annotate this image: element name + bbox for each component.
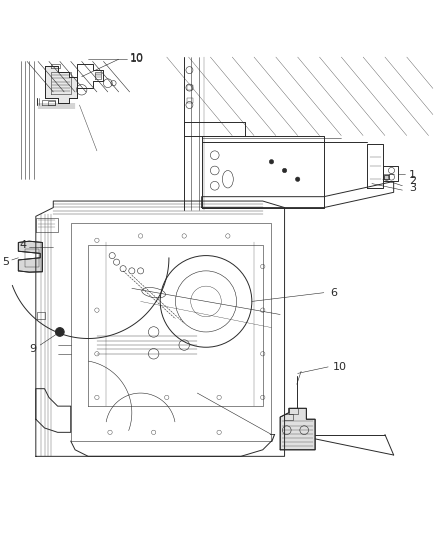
Text: 1: 1 xyxy=(409,170,416,180)
Text: 4: 4 xyxy=(19,240,26,249)
Circle shape xyxy=(296,177,300,181)
Polygon shape xyxy=(18,241,42,272)
Text: 9: 9 xyxy=(30,344,37,354)
Polygon shape xyxy=(45,66,77,103)
Circle shape xyxy=(283,168,287,173)
Text: 10: 10 xyxy=(130,53,144,63)
Polygon shape xyxy=(384,175,389,179)
Text: 5: 5 xyxy=(3,257,10,267)
Text: 7: 7 xyxy=(268,434,275,444)
Circle shape xyxy=(56,328,64,336)
Text: 6: 6 xyxy=(330,288,337,298)
Text: 2: 2 xyxy=(409,176,416,187)
Circle shape xyxy=(269,159,274,164)
Text: 10: 10 xyxy=(332,362,346,372)
Text: 3: 3 xyxy=(409,183,416,193)
Text: 10: 10 xyxy=(130,54,144,64)
Polygon shape xyxy=(280,408,315,450)
